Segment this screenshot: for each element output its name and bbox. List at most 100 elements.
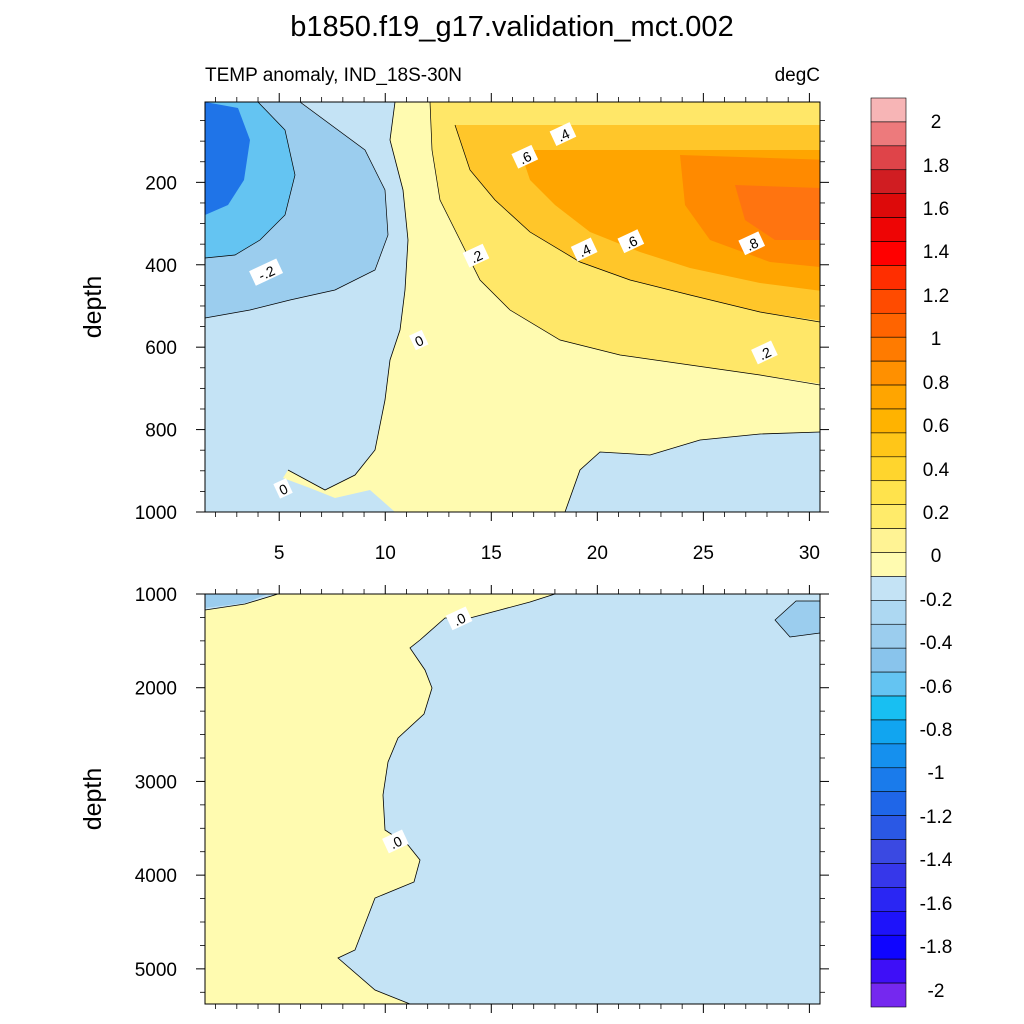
colorbar-swatch: [870, 480, 907, 505]
colorbar-swatch: [870, 695, 907, 721]
contour-label-text: -.2: [256, 262, 278, 283]
colorbar-label: 1.4: [923, 242, 950, 263]
top-contour-line-zero: [287, 102, 820, 512]
top-contour-line-warm: [429, 102, 820, 386]
figure-title: b1850.f19_g17.validation_mct.002: [290, 11, 733, 43]
colorbar-label: -1.6: [920, 894, 953, 915]
colorbar-label: -1.2: [920, 807, 953, 828]
contour-label: .6: [511, 144, 539, 169]
colorbar-swatch: [870, 719, 907, 745]
colorbar-swatch: [870, 982, 907, 1008]
contour-label: 0: [409, 329, 429, 351]
colorbar-swatch: [870, 576, 907, 601]
colorbar-swatch: [870, 623, 907, 649]
colorbar-label: -2: [928, 981, 945, 1002]
colorbar-swatch: [870, 336, 907, 362]
y-tick-label: 5000: [135, 960, 177, 981]
contour-label-box: [738, 231, 766, 256]
colorbar-label: 0: [931, 546, 942, 567]
colorbar-swatch: [870, 432, 907, 458]
colorbar-label: -0.4: [920, 633, 953, 654]
top-contour-field: [205, 102, 820, 512]
contour-label-box: [273, 478, 293, 499]
contour-label-box: [462, 243, 490, 268]
colorbar-label: 0.8: [923, 373, 949, 394]
colorbar-swatch: [870, 671, 907, 697]
top-subtitle-right: degC: [775, 65, 820, 86]
colorbar-swatch: [870, 145, 907, 171]
colorbar-label: -1: [928, 763, 945, 784]
x-tick-label: 20: [587, 543, 608, 564]
top-subtitle-left: TEMP anomaly, IND_18S-30N: [205, 65, 462, 86]
colorbar-swatch: [870, 863, 907, 888]
y-tick-label: 4000: [135, 866, 177, 887]
colorbar-swatch: [870, 958, 907, 984]
contour-label-box: [409, 329, 429, 351]
x-tick-label: 5: [274, 543, 285, 564]
y-tick-label: 1000: [135, 585, 177, 606]
contour-label: .2: [751, 340, 778, 365]
colorbar-label: -1.8: [920, 937, 953, 958]
top-region-cold-core: [205, 102, 250, 215]
top-contour-labels: .4 .6 -.2 .2 .4 .6 .8 0 .2 0: [249, 122, 778, 499]
colorbar-swatch: [870, 552, 907, 577]
bottom-y-axis-label: depth: [79, 768, 107, 831]
colorbar-swatch: [870, 217, 907, 242]
colorbar-swatch: [870, 193, 907, 218]
colorbar-swatch: [870, 408, 907, 434]
colorbar-swatch: [870, 169, 907, 194]
colorbar-swatch: [870, 887, 907, 912]
contour-label: -.2: [249, 258, 284, 286]
bottom-panel: .0 .0 1000 2000 3000 4000 5000 depth: [79, 585, 829, 1013]
colorbar-swatch: [870, 456, 907, 482]
x-tick-label: 30: [799, 543, 820, 564]
y-tick-label: 800: [145, 421, 177, 442]
bottom-contour-labels: .0 .0: [382, 606, 473, 854]
colorbar: 2 1.8 1.6 1.4 1.2 1 0.8 0.6 0.4 0.2 0 -0.2 -0.4 -0.6 -…: [870, 97, 953, 1008]
contour-label-box: [249, 258, 284, 286]
contour-label-box: [511, 144, 539, 169]
colorbar-swatch: [870, 839, 907, 864]
y-tick-label: 200: [145, 173, 177, 194]
top-y-axis: 200 400 600 800 1000: [135, 120, 829, 524]
contour-label-box: [570, 237, 598, 262]
colorbar-swatch: [870, 504, 907, 529]
colorbar-swatch: [870, 934, 907, 960]
top-x-axis: 5 10 15 20 25 30: [215, 93, 820, 564]
contour-label-box: [751, 340, 778, 365]
contour-label: .4: [570, 237, 598, 262]
colorbar-swatch: [870, 815, 907, 840]
colorbar-swatch: [870, 528, 907, 553]
bottom-y-axis: 1000 2000 3000 4000 5000: [135, 585, 829, 993]
colorbar-label: 0.2: [923, 503, 949, 524]
colorbar-swatch: [870, 289, 907, 314]
colorbar-label: -0.2: [920, 590, 953, 611]
y-tick-label: 400: [145, 256, 177, 277]
contour-label: .8: [738, 231, 766, 256]
y-tick-label: 3000: [135, 772, 177, 793]
colorbar-label: 0.4: [923, 460, 950, 481]
colorbar-label: -1.4: [920, 850, 953, 871]
colorbar-swatch: [870, 265, 907, 290]
contour-label-box: [382, 829, 409, 854]
bottom-x-axis: [215, 585, 810, 1013]
bottom-region-neutral: [205, 594, 555, 1004]
colorbar-label: 1: [931, 329, 942, 350]
bottom-contour-field: [205, 594, 820, 1004]
colorbar-swatch: [870, 647, 907, 673]
x-tick-label: 15: [481, 543, 502, 564]
colorbar-label: -0.6: [920, 677, 953, 698]
colorbar-swatch: [870, 600, 907, 625]
colorbar-label: 1.6: [923, 199, 949, 220]
contour-label: .0: [382, 829, 409, 854]
contour-label: 0: [273, 478, 293, 499]
colorbar-swatch: [870, 767, 907, 793]
top-region-warm-peak: [735, 185, 820, 240]
colorbar-label: 1.8: [923, 156, 949, 177]
bottom-region-cold-patch: [205, 594, 268, 608]
bottom-contour-line-east: [774, 600, 820, 638]
colorbar-swatch: [870, 97, 907, 123]
y-tick-label: 600: [145, 338, 177, 359]
x-tick-label: 25: [693, 543, 714, 564]
